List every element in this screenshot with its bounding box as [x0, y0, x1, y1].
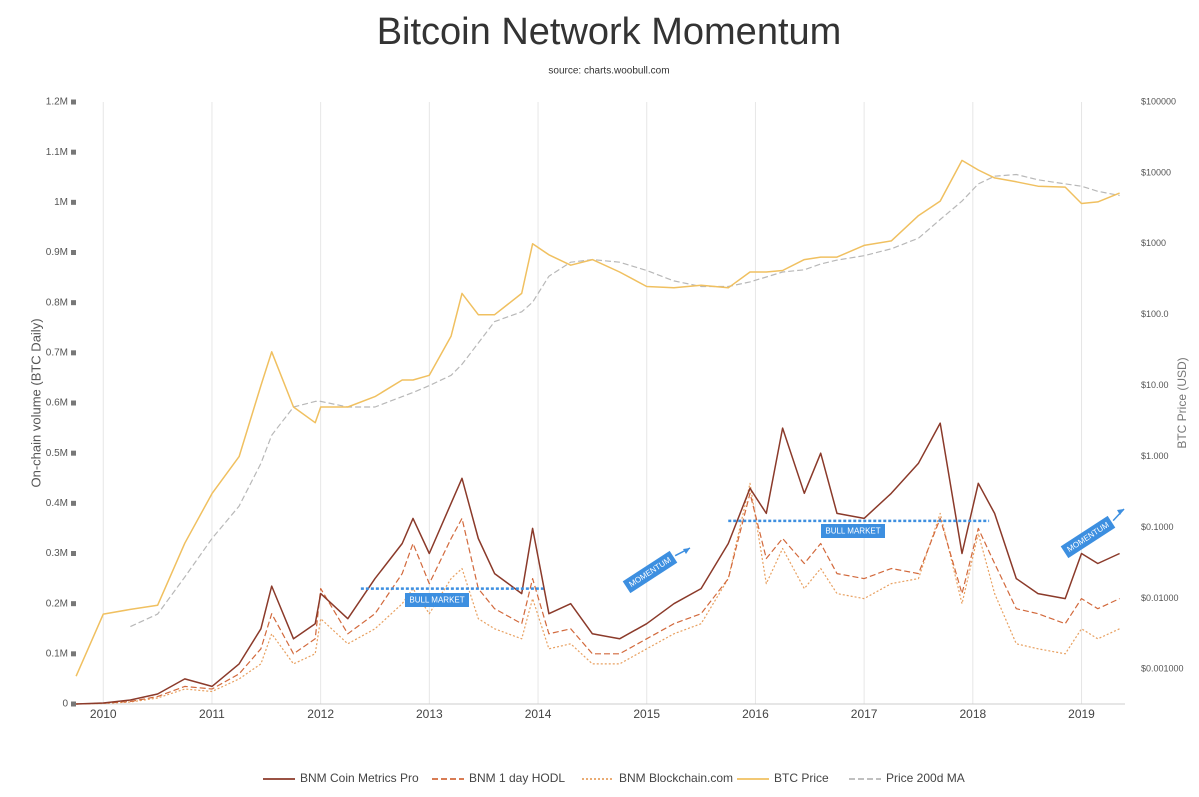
y2-tick-label: $100000: [1141, 96, 1176, 106]
y-tick-mark: [71, 651, 76, 657]
y2-tick-label: $0.01000: [1141, 593, 1179, 603]
legend-label: BNM Coin Metrics Pro: [300, 771, 419, 785]
annotation-label: BULL MARKET: [825, 527, 880, 536]
y2-tick-label: $10.00: [1141, 380, 1169, 390]
y-tick-label: 1.2M: [46, 97, 68, 108]
annotation-arrowhead: [1117, 509, 1124, 515]
annotation: MOMENTUM: [622, 550, 678, 594]
x-tick-label: 2010: [90, 707, 117, 721]
y-tick-label: 0.7M: [46, 347, 68, 358]
chart-title: Bitcoin Network Momentum: [377, 11, 842, 53]
legend-label: BNM Blockchain.com: [619, 771, 733, 785]
series-line: [75, 159, 1120, 677]
y2-axis-title: BTC Price (USD): [1175, 357, 1189, 448]
y-tick-mark: [71, 300, 76, 306]
x-tick-label: 2013: [416, 707, 443, 721]
x-tick-label: 2018: [959, 707, 986, 721]
annotation-box: [405, 593, 469, 607]
y-tick-mark: [71, 99, 76, 105]
x-tick-label: 2017: [851, 707, 878, 721]
y-tick-label: 0: [62, 699, 68, 710]
annotation-label: MOMENTUM: [1065, 520, 1110, 554]
y-tick-mark: [71, 601, 76, 607]
y-tick-label: 1.1M: [46, 147, 68, 158]
y-tick-label: 0.9M: [46, 247, 68, 258]
y-tick-label: 0.2M: [46, 598, 68, 609]
annotation-box: [622, 550, 678, 594]
y-tick-mark: [71, 199, 76, 205]
y2-tick-label: $1.000: [1141, 451, 1169, 461]
legend-label: BTC Price: [774, 771, 829, 785]
y-tick-label: 0.1M: [46, 648, 68, 659]
y-tick-label: 0.5M: [46, 448, 68, 459]
y-tick-mark: [71, 551, 76, 556]
y-tick-mark: [71, 500, 76, 506]
x-tick-label: 2016: [742, 707, 769, 721]
y2-tick-label: $100.0: [1141, 309, 1169, 319]
y-tick-label: 0.8M: [46, 297, 68, 308]
annotation-arrowhead: [683, 548, 690, 554]
x-tick-label: 2015: [633, 707, 660, 721]
y-tick-mark: [71, 250, 76, 255]
legend-label: Price 200d MA: [886, 771, 965, 785]
y2-tick-label: $10000: [1141, 167, 1171, 177]
annotation: MOMENTUM: [1060, 515, 1116, 559]
y2-tick-label: $1000: [1141, 238, 1166, 248]
y-tick-label: 0.3M: [46, 548, 68, 559]
annotation-label: BULL MARKET: [409, 596, 464, 605]
annotation-box: [821, 524, 885, 538]
series-line: [130, 173, 1120, 628]
annotation-box: [1060, 515, 1116, 559]
y2-tick-label: $0.1000: [1141, 522, 1174, 532]
annotation: BULL MARKET: [405, 593, 469, 607]
y-tick-mark: [71, 450, 76, 456]
x-tick-label: 2011: [199, 707, 225, 721]
y-tick-label: 1M: [54, 197, 68, 208]
x-tick-label: 2012: [307, 707, 334, 721]
y-tick-mark: [71, 149, 76, 155]
legend-label: BNM 1 day HODL: [469, 771, 565, 785]
y2-tick-label: $0.001000: [1141, 664, 1184, 674]
x-tick-label: 2019: [1068, 707, 1095, 721]
y-tick-label: 0.4M: [46, 498, 68, 509]
y-tick-mark: [71, 350, 76, 356]
x-tick-label: 2014: [525, 707, 552, 721]
series-line: [76, 422, 1120, 705]
y-axis-title: On-chain volume (BTC Daily): [28, 318, 43, 487]
series-line: [76, 482, 1120, 705]
annotation: BULL MARKET: [821, 524, 885, 538]
y-tick-mark: [71, 701, 76, 707]
y-tick-label: 0.6M: [46, 398, 68, 409]
y-tick-mark: [71, 400, 76, 406]
series-line: [76, 492, 1120, 705]
chart-subtitle: source: charts.woobull.com: [548, 66, 669, 77]
annotation-label: MOMENTUM: [627, 555, 672, 589]
